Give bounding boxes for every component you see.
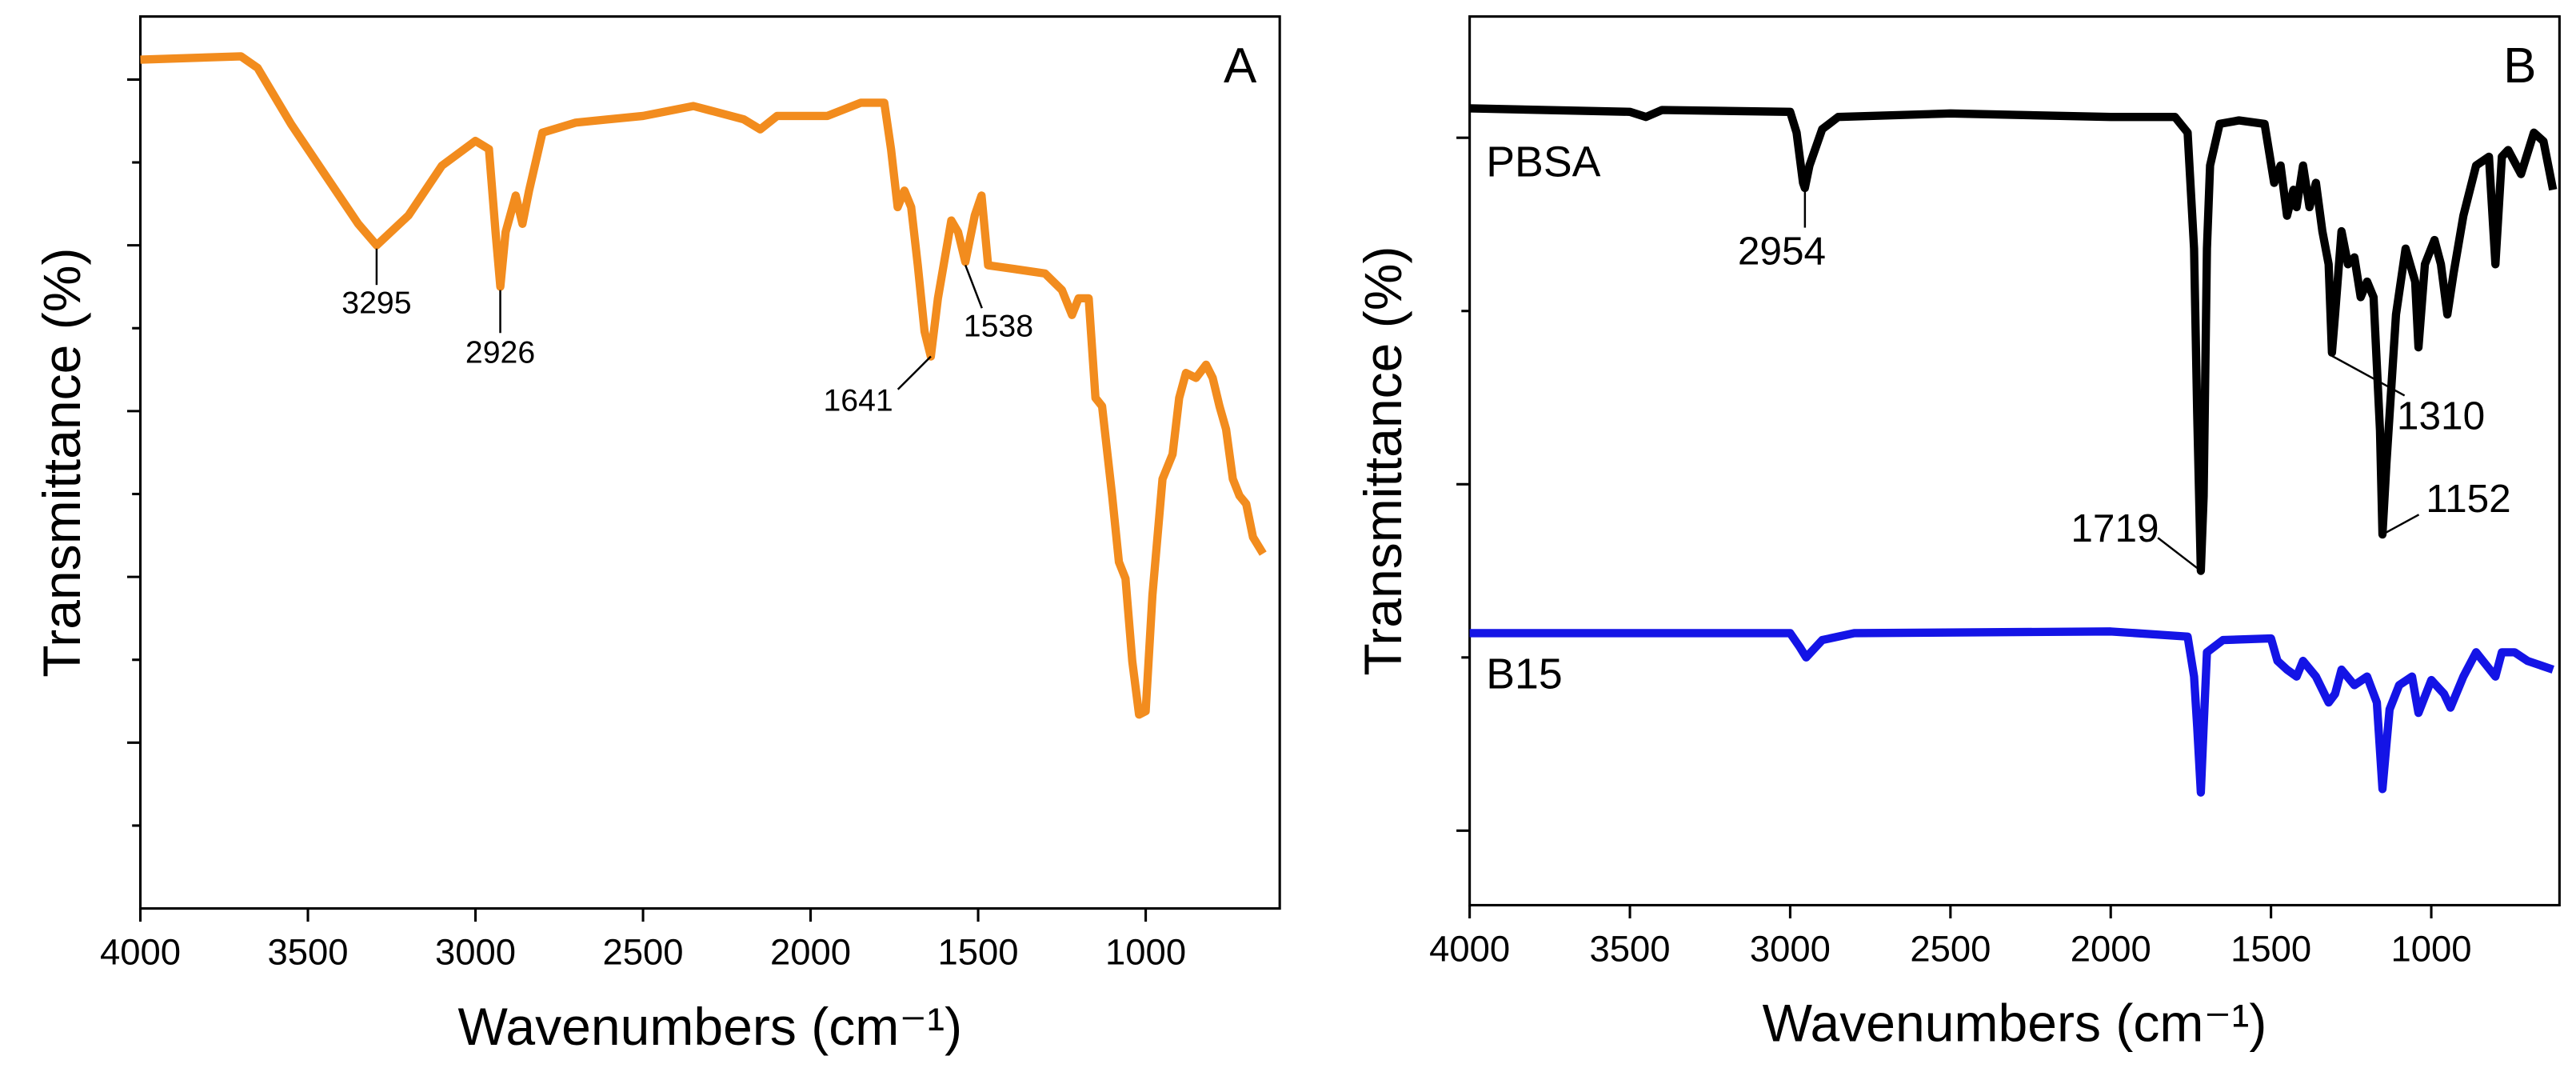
annotation-label: 1538 <box>964 308 1033 343</box>
x-tick-label: 2000 <box>2071 928 2151 969</box>
spectrum-line <box>1469 104 2558 575</box>
x-tick-label: 1000 <box>1105 931 1186 972</box>
x-tick-label: 1500 <box>938 931 1019 972</box>
annotation-label: 1310 <box>2397 393 2485 438</box>
annotation-leader <box>2331 354 2406 397</box>
annotation-label: 2926 <box>465 334 535 370</box>
y-axis-title: Transmittance (%) <box>33 248 92 678</box>
annotation-label: 1641 <box>824 383 893 418</box>
x-tick-label: 1000 <box>2391 928 2472 969</box>
annotation-leader <box>2157 537 2202 572</box>
y-axis-title: Transmittance (%) <box>1354 246 1413 675</box>
panel-label: A <box>1224 38 1257 94</box>
annotation-leader <box>964 265 983 309</box>
x-tick-label: 3000 <box>1750 928 1831 969</box>
annotation-label: 1719 <box>2071 506 2159 550</box>
annotation-leader <box>2382 514 2420 536</box>
x-tick-label: 2500 <box>1910 928 1991 969</box>
x-tick-label: 2500 <box>603 931 684 972</box>
panel-label: B <box>2503 38 2536 94</box>
plot-frame <box>138 15 1281 910</box>
x-axis-title: Wavenumbers (cm⁻¹) <box>1763 994 2267 1054</box>
x-axis-title: Wavenumbers (cm⁻¹) <box>457 998 962 1057</box>
annotation-label: 2954 <box>1738 229 1826 274</box>
annotation-label: 1152 <box>2426 476 2511 521</box>
annotation-label: 3295 <box>341 285 411 320</box>
spectrum-line <box>1469 627 2554 797</box>
x-tick-label: 3500 <box>1590 928 1671 969</box>
spectrum-line <box>140 52 1267 719</box>
x-tick-label: 1500 <box>2231 928 2311 969</box>
x-tick-label: 4000 <box>100 931 181 972</box>
annotation-leader <box>897 355 932 390</box>
x-tick-label: 3000 <box>435 931 516 972</box>
x-tick-label: 3500 <box>268 931 349 972</box>
x-tick-label: 4000 <box>1429 928 1510 969</box>
series-label: PBSA <box>1486 138 1600 186</box>
plot-frame <box>1468 15 2561 907</box>
series-label: B15 <box>1486 650 1563 698</box>
x-tick-label: 2000 <box>770 931 851 972</box>
